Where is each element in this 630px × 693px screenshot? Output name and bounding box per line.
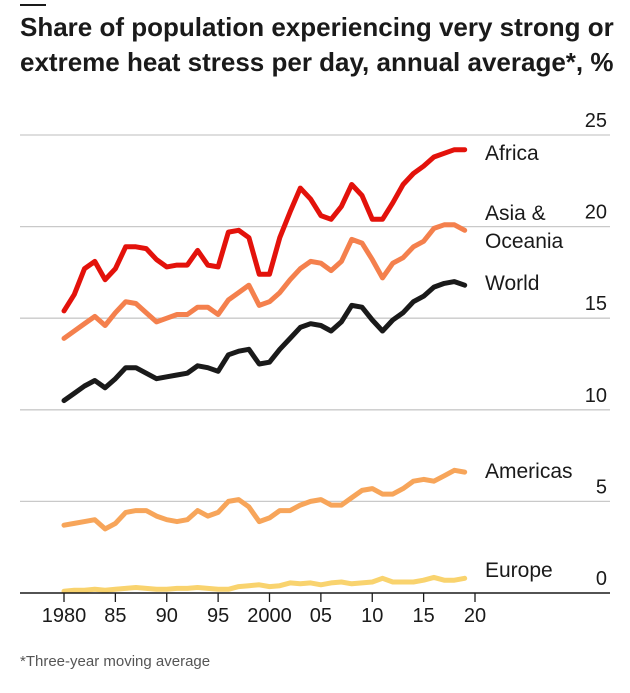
x-tick-label: 15 [413, 605, 435, 627]
series-label-americas: Americas [485, 460, 573, 483]
series-label-africa: Africa [485, 142, 539, 165]
chart-title: Share of population experiencing very st… [20, 12, 614, 77]
y-tick-label: 20 [585, 202, 607, 224]
series-line-asia-and-oceania [61, 222, 468, 341]
series-line-world [61, 279, 468, 404]
series-line-americas [61, 467, 468, 532]
x-tick-label: 1980 [42, 605, 87, 627]
y-tick-label: 25 [585, 110, 607, 132]
series-lines [61, 147, 468, 594]
series-line-europe [61, 574, 468, 594]
series-label-europe: Europe [485, 559, 553, 582]
y-tick-label: 0 [596, 568, 607, 590]
x-tick-label: 90 [156, 605, 178, 627]
y-axis-ticks: 0 5 10 15 20 25 [585, 110, 607, 590]
series-labels: Africa Asia & Oceania World Americas Europe [485, 142, 573, 582]
series-line-africa [61, 147, 468, 314]
y-tick-label: 5 [596, 476, 607, 498]
header-rule [20, 4, 46, 6]
y-tick-label: 15 [585, 293, 607, 315]
gridlines [20, 134, 610, 503]
x-tick-label: 05 [310, 605, 332, 627]
y-tick-label: 10 [585, 385, 607, 407]
x-tick-label: 2000 [247, 605, 292, 627]
footnote: *Three-year moving average [20, 653, 211, 670]
x-tick-label: 10 [361, 605, 383, 627]
x-tick-label: 85 [104, 605, 126, 627]
series-label-world: World [485, 272, 539, 295]
x-axis: 1980 85 90 95 2000 05 10 15 20 [20, 592, 610, 627]
x-tick-label: 20 [464, 605, 486, 627]
series-label-asia-and-oceania: Oceania [485, 230, 564, 253]
series-label-asia-and-oceania: Asia & [485, 202, 546, 225]
x-tick-label: 95 [207, 605, 229, 627]
